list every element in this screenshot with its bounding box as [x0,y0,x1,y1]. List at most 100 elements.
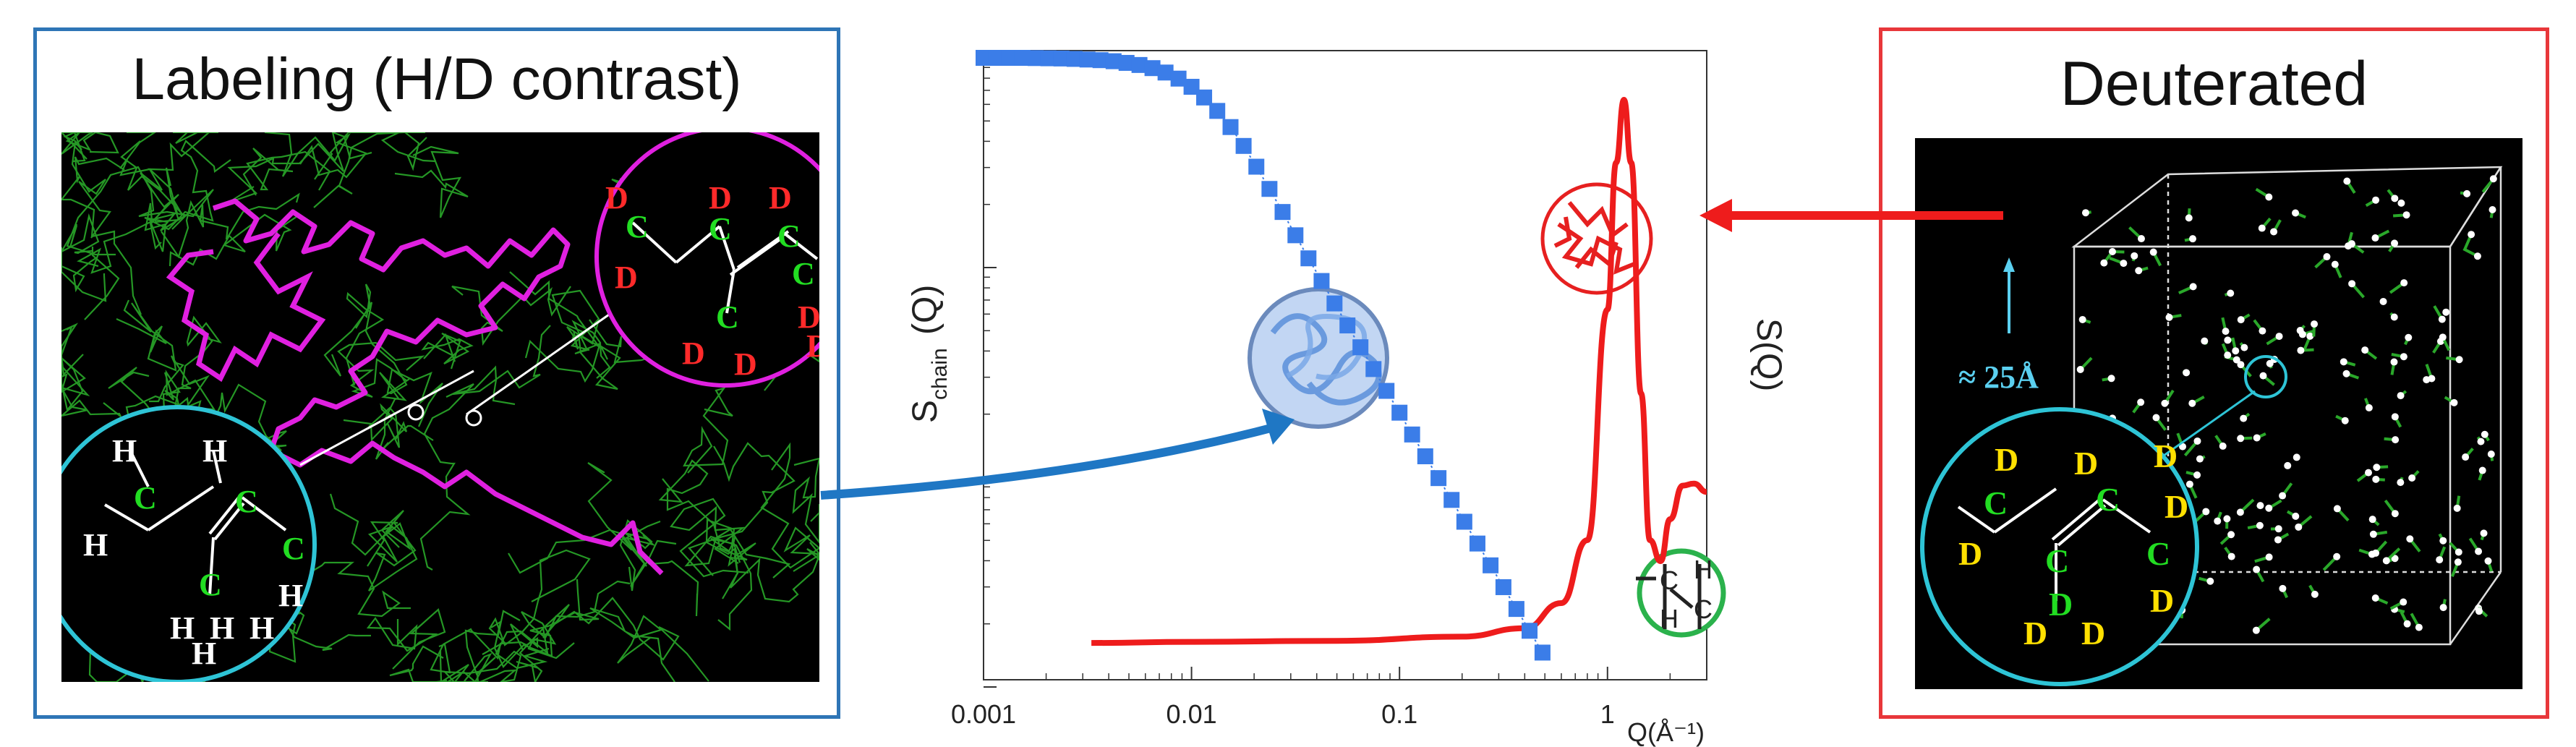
inset-label: H [1694,555,1713,584]
network-strand [430,623,539,674]
network-strand [227,132,372,204]
atom [2292,512,2300,520]
network-strand [542,597,709,682]
atom [2390,358,2398,366]
atom [2473,252,2481,260]
atom [2266,359,2274,367]
atom [2400,279,2408,287]
chain-data-point [1144,60,1161,77]
atom [2340,358,2347,366]
atom [2439,537,2447,545]
chain-data-point [1235,137,1252,154]
atom [2259,327,2266,335]
atom [2368,516,2376,524]
chain-data-point [1222,119,1239,135]
chain-data-point [1443,492,1460,508]
atom [2292,209,2300,217]
atom-label: D [806,328,819,364]
network-strand [119,132,179,250]
chain-data-point [1092,52,1109,69]
deuterated-monomer-circle: D D D C C C D C C D D D D [594,132,819,388]
atom [2391,555,2399,563]
chain-data-point [1522,623,1538,639]
chain-data-point [1339,317,1356,334]
inset-label: C [1694,594,1713,624]
network-strand [116,299,177,372]
chain-data-point [1534,644,1551,661]
atom-label: D [734,346,757,382]
atom [2391,239,2399,247]
chain-structure-factor-series [976,50,1551,661]
atom-label: D [769,180,792,215]
atom [2152,414,2160,422]
chain-data-point [1183,79,1200,95]
atom [2202,508,2210,516]
atom-label: H [202,433,227,469]
chain-data-point [1028,50,1044,67]
atom-label: C [716,299,739,335]
atom [2365,469,2373,477]
atom [2475,607,2483,615]
chain-data-point [1118,54,1135,71]
network-strand [313,132,437,208]
atom-label: H [192,636,216,671]
atom [2400,353,2407,361]
atom [2258,224,2266,232]
atom [2108,248,2116,256]
atom [2265,553,2273,561]
atom [2306,332,2314,340]
atom-label: C [792,256,815,291]
atom [2232,347,2240,355]
network-strand [329,493,411,563]
atom [2480,529,2488,537]
atom-label: D [798,299,819,335]
chain-data-point [1105,53,1122,69]
right-y-label: S(Q) [1749,318,1788,391]
protonated-monomer-circle: H H C C H C C H H H H H [61,405,317,682]
atom [2237,435,2245,443]
atom [2478,466,2486,474]
chain-data-point [1079,51,1096,68]
atom-label: C [1984,485,2008,521]
zoom-line-lower [299,370,474,466]
chain-data-point [1483,557,1499,573]
atom [2361,346,2369,354]
atom [2253,565,2261,573]
labeled-network-image: D D D C C C D C C D D D D [61,132,819,682]
x-tick-label: 0.01 [1167,699,1217,729]
atom-label: C [235,484,258,519]
network-strand [61,325,86,412]
atom [2137,235,2145,243]
atom [2405,333,2413,341]
network-strand [355,302,443,427]
atom [2222,328,2230,336]
atom-label: C [777,218,801,254]
network-strand [421,332,474,370]
network-strand [589,607,675,682]
network-strand [161,192,300,259]
x-axis-ticks: 0.001 0.01 0.1 1 [951,667,1671,729]
atom [2372,475,2380,483]
atom [2237,316,2245,324]
chain-data-point [1378,383,1395,399]
atom [2161,399,2169,407]
atom [2275,333,2283,341]
atom [2107,375,2115,383]
atom [2311,590,2319,598]
zoom-marker-1 [407,404,425,421]
polymer-network-rendering: D D D C C C D C C D D D D [61,132,819,682]
network-strand [490,579,600,668]
atom [2342,370,2350,377]
scale-arrow-head [2003,257,2015,272]
network-strand [343,403,408,448]
atom [2341,417,2349,424]
atom-label: D [615,260,638,295]
atom [2149,248,2157,256]
atom [2343,177,2351,185]
network-strand [495,626,550,682]
chain-data-point [1495,579,1511,595]
atom [2279,492,2287,500]
atom [2487,450,2495,458]
network-strand [482,549,591,655]
chain-data-point [1404,426,1420,443]
